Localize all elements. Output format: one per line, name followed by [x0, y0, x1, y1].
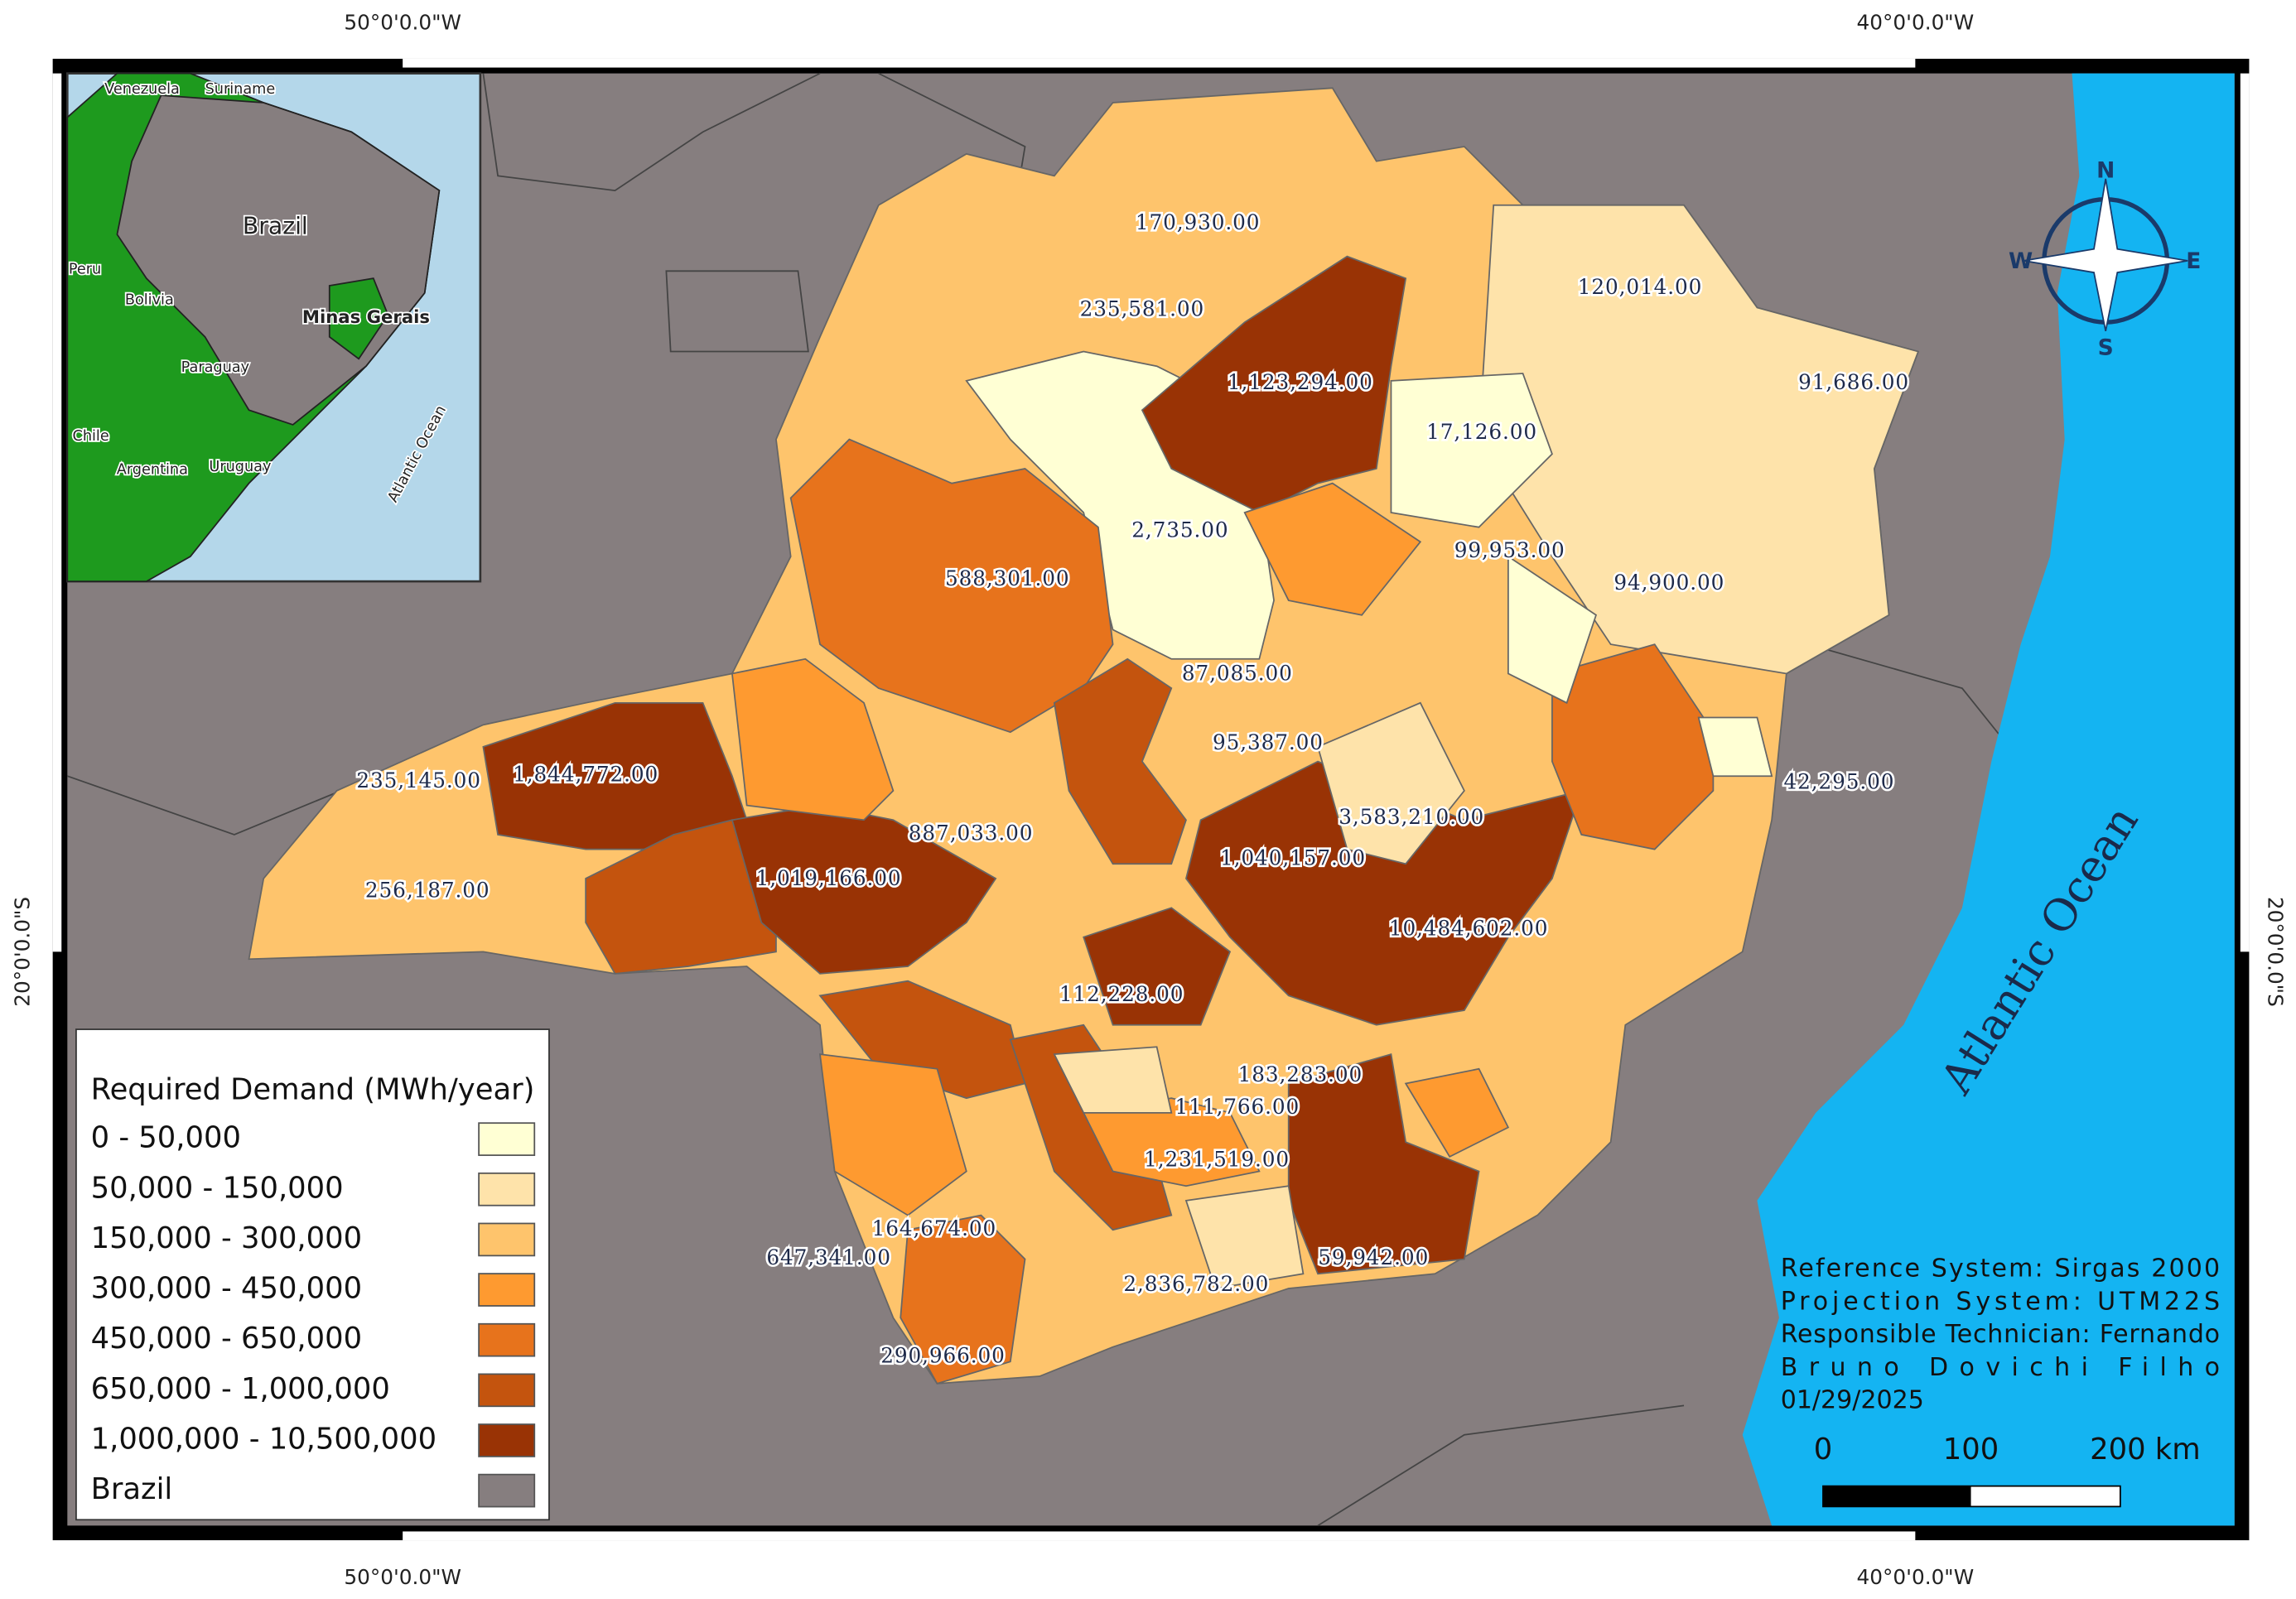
- legend-swatch: [478, 1172, 536, 1206]
- legend-label: 1,000,000 - 10,500,000: [91, 1422, 437, 1456]
- graticule-label: 50°0'0.0"W: [344, 11, 461, 35]
- region-label: 59,942.00: [1318, 1245, 1429, 1269]
- region-label: 170,930.00: [1136, 210, 1261, 234]
- legend-label: 450,000 - 650,000: [91, 1322, 363, 1356]
- region-label: 887,033.00: [909, 821, 1034, 845]
- legend-label: 50,000 - 150,000: [91, 1171, 344, 1205]
- inset-label: Chile: [73, 428, 109, 445]
- scale-label: 100: [1943, 1433, 1999, 1467]
- region-label: 42,295.00: [1783, 770, 1894, 794]
- credit-line: 01/29/2025: [1781, 1386, 1924, 1415]
- graticule-label: 20°0'0.0"S: [2263, 897, 2287, 1007]
- inset-label: Peru: [69, 262, 101, 278]
- region-label: 1,231,519.00: [1144, 1148, 1290, 1172]
- region-label: 290,966.00: [880, 1344, 1006, 1368]
- region-label: 1,040,157.00: [1220, 845, 1366, 869]
- graticule-label: 40°0'0.0"W: [1857, 1565, 1975, 1589]
- compass-label: S: [2098, 335, 2114, 360]
- region-label: 94,900.00: [1613, 571, 1724, 595]
- legend: [75, 1028, 550, 1521]
- region-label: 91,686.00: [1798, 370, 1909, 394]
- region-label: 1,019,166.00: [756, 866, 902, 890]
- legend-swatch: [478, 1122, 536, 1156]
- region-label: 588,301.00: [945, 566, 1070, 590]
- legend-label: 300,000 - 450,000: [91, 1272, 363, 1306]
- compass-label: E: [2186, 248, 2201, 274]
- credit-line: Projection System: UTM22S: [1781, 1287, 2220, 1316]
- inset-label: Suriname: [205, 81, 276, 98]
- region-label: 120,014.00: [1578, 275, 1703, 299]
- region-label: 647,341.00: [766, 1245, 891, 1269]
- region-label: 10,484,602.00: [1389, 916, 1549, 940]
- frame-ticks: [52, 58, 2250, 1541]
- inset-label: Paraguay: [181, 359, 249, 376]
- region-label: 235,581.00: [1080, 297, 1205, 321]
- minas-gerais: [248, 87, 1920, 1385]
- legend-title: Required Demand (MWh/year): [91, 1072, 535, 1106]
- legend-swatch: [478, 1222, 536, 1257]
- inset-label: Minas Gerais: [302, 307, 430, 328]
- region-label: 2,735.00: [1131, 518, 1228, 542]
- ocean: [1742, 73, 2235, 1526]
- legend-swatch: [478, 1322, 536, 1357]
- inset: [65, 72, 482, 583]
- region-label: 87,085.00: [1182, 662, 1293, 686]
- credit-line: Reference System: Sirgas 2000: [1781, 1254, 2220, 1283]
- region-label: 111,766.00: [1175, 1095, 1300, 1119]
- legend-label: 650,000 - 1,000,000: [91, 1372, 390, 1406]
- compass: [2023, 178, 2188, 331]
- region-label: 3,583,210.00: [1339, 805, 1484, 829]
- legend-swatch: [478, 1373, 536, 1408]
- inset-label: Argentina: [117, 462, 188, 479]
- inset-label: Bolivia: [125, 292, 174, 309]
- legend-swatch: [478, 1273, 536, 1307]
- region-label: 95,387.00: [1213, 730, 1324, 754]
- scale-label: 0: [1814, 1433, 1833, 1467]
- region-label: 1,123,294.00: [1228, 370, 1373, 394]
- region-label: 256,187.00: [365, 878, 490, 902]
- graticule-label: 50°0'0.0"W: [344, 1565, 461, 1589]
- region-label: 235,145.00: [356, 768, 481, 792]
- region-label: 164,674.00: [872, 1216, 997, 1240]
- legend-swatch: [478, 1473, 536, 1508]
- credit-line: Responsible Technician: Fernando: [1781, 1320, 2220, 1349]
- scale-bar: [1822, 1485, 2121, 1508]
- region-label: 1,844,772.00: [513, 763, 658, 787]
- legend-label: 0 - 50,000: [91, 1121, 241, 1155]
- legend-label: Brazil: [91, 1472, 173, 1506]
- inset-label: Venezuela: [104, 81, 180, 98]
- legend-swatch: [478, 1423, 536, 1457]
- legend-label: 150,000 - 300,000: [91, 1221, 363, 1255]
- region-label: 17,126.00: [1426, 420, 1537, 444]
- graticule-label: 20°0'0.0"S: [10, 897, 34, 1007]
- graticule-label: 40°0'0.0"W: [1857, 11, 1975, 35]
- compass-label: N: [2096, 158, 2115, 184]
- inset-label: Brazil: [243, 212, 308, 239]
- region-label: 183,283.00: [1238, 1062, 1363, 1086]
- region-label: 99,953.00: [1454, 538, 1565, 562]
- region-label: 112,228.00: [1059, 982, 1184, 1006]
- scale-label: 200 km: [2090, 1433, 2201, 1467]
- inset-label: Uruguay: [209, 459, 271, 475]
- compass-label: W: [2009, 248, 2033, 274]
- region-label: 2,836,782.00: [1123, 1272, 1269, 1296]
